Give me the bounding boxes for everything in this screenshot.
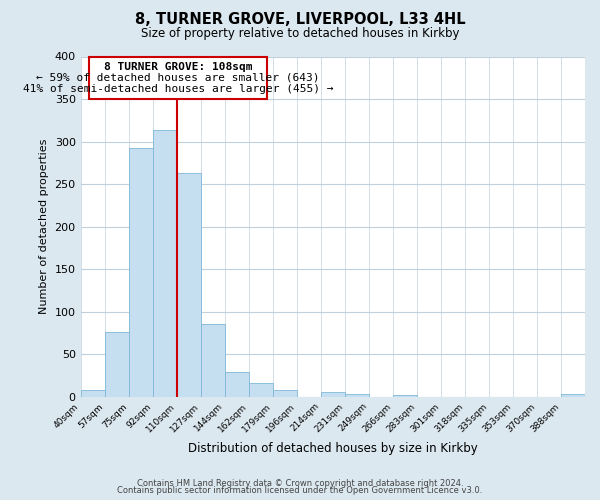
Bar [128,148,152,396]
FancyBboxPatch shape [89,56,267,99]
Bar [345,394,369,396]
Text: Size of property relative to detached houses in Kirkby: Size of property relative to detached ho… [141,28,459,40]
Text: Contains HM Land Registry data © Crown copyright and database right 2024.: Contains HM Land Registry data © Crown c… [137,478,463,488]
X-axis label: Distribution of detached houses by size in Kirkby: Distribution of detached houses by size … [188,442,478,455]
Text: ← 59% of detached houses are smaller (643): ← 59% of detached houses are smaller (64… [36,72,320,83]
Bar [80,390,104,396]
Bar [104,332,128,396]
Bar [561,394,585,396]
Text: 8 TURNER GROVE: 108sqm: 8 TURNER GROVE: 108sqm [104,62,252,72]
Text: 8, TURNER GROVE, LIVERPOOL, L33 4HL: 8, TURNER GROVE, LIVERPOOL, L33 4HL [134,12,466,28]
Bar [273,390,297,396]
Y-axis label: Number of detached properties: Number of detached properties [39,139,49,314]
Bar [249,383,273,396]
Bar [321,392,345,396]
Bar [176,173,200,396]
Text: 41% of semi-detached houses are larger (455) →: 41% of semi-detached houses are larger (… [23,84,333,94]
Text: Contains public sector information licensed under the Open Government Licence v3: Contains public sector information licen… [118,486,482,495]
Bar [393,395,417,396]
Bar [152,130,176,396]
Bar [200,324,224,396]
Bar [224,372,249,396]
